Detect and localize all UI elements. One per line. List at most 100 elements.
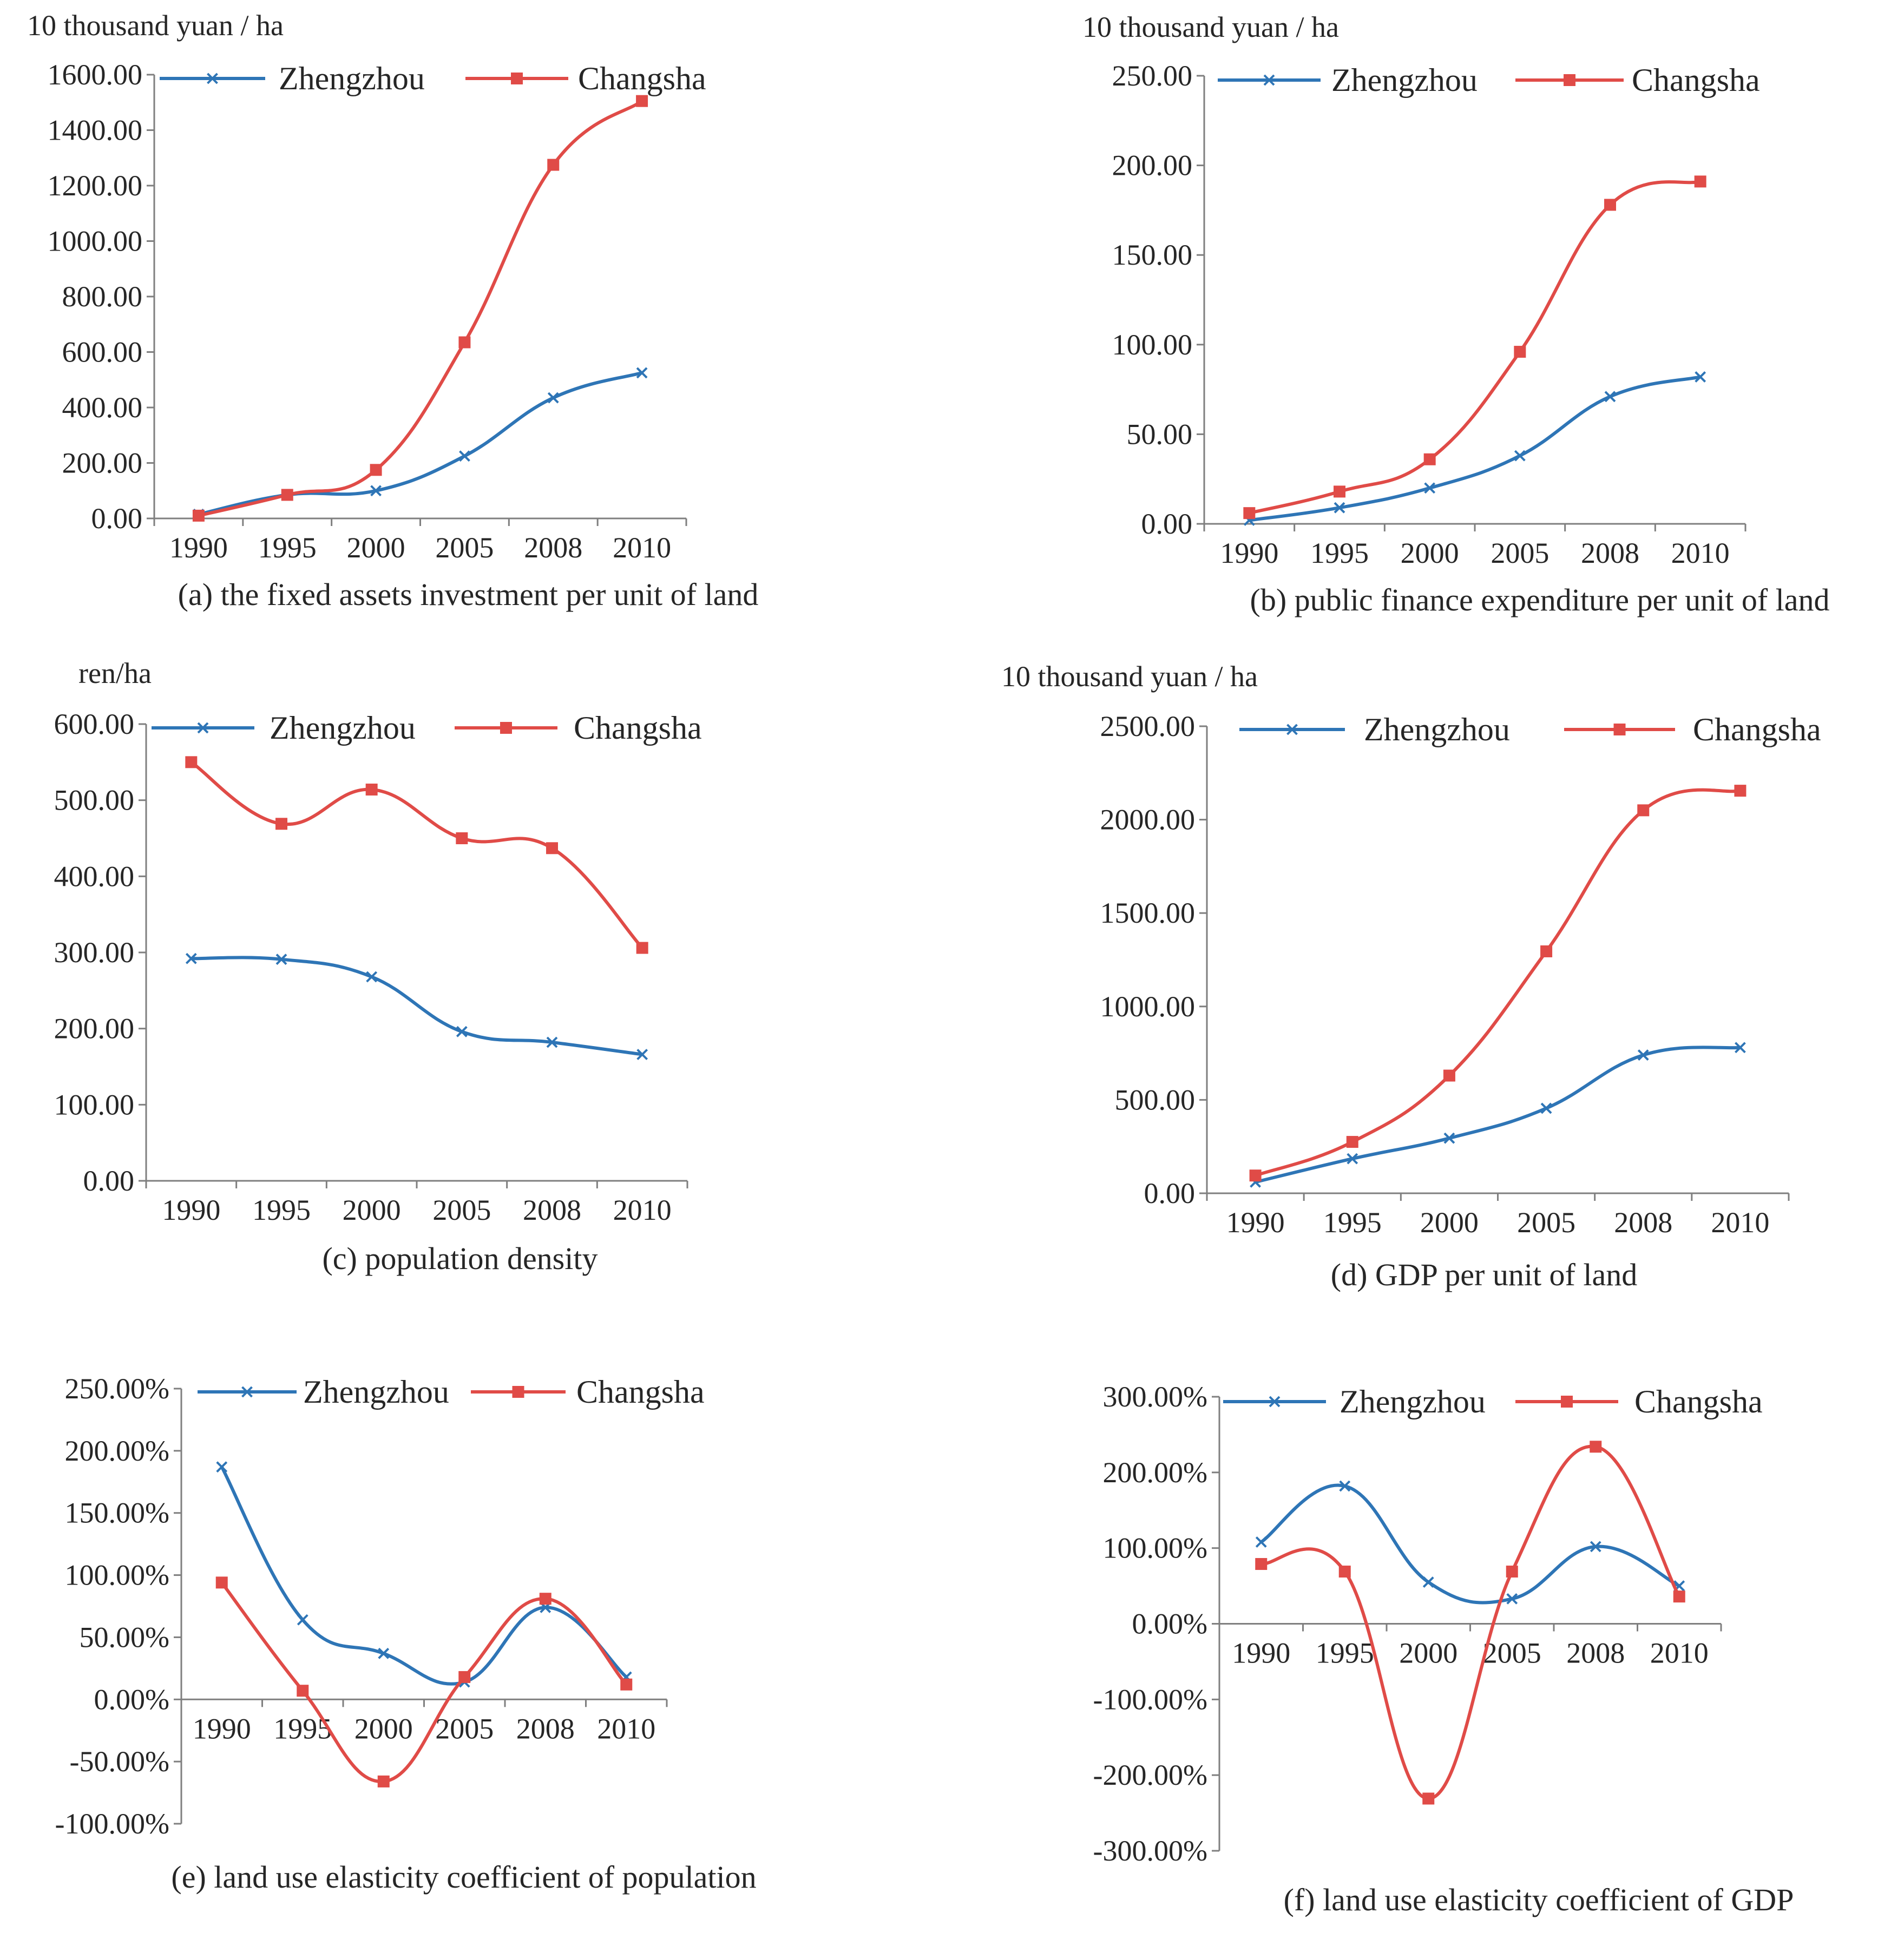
legend-marker	[1286, 724, 1298, 735]
data-point	[1347, 1153, 1358, 1165]
y-tick-label: 1500.00	[1100, 897, 1196, 929]
legend-label: Changsha	[1632, 62, 1760, 98]
data-point	[281, 489, 293, 501]
data-point	[1443, 1132, 1455, 1144]
data-point	[1637, 804, 1650, 817]
y-tick-label: -300.00%	[1093, 1835, 1207, 1867]
legend-label: Zhengzhou	[303, 1374, 449, 1410]
y-tick-label: 1000.00	[1100, 990, 1196, 1023]
legend-marker	[1263, 74, 1275, 86]
legend-label: Changsha	[578, 61, 706, 96]
data-point	[636, 95, 648, 107]
x-tick-label: 2010	[613, 531, 671, 564]
x-tick-label: 2008	[516, 1712, 575, 1745]
data-point	[1346, 1136, 1358, 1148]
series-line	[220, 1581, 628, 1783]
legend-marker	[1564, 74, 1575, 86]
unit-label: ren/ha	[78, 657, 152, 689]
chart-b: 10 thousand yuan / ha 0.00 50.00 100.00 150.…	[1082, 11, 1830, 617]
y-tick-label: 0.00	[83, 1165, 135, 1197]
y-tick-label: 500.00	[1115, 1083, 1196, 1116]
data-point	[370, 485, 382, 497]
x-tick-label: 1995	[1316, 1637, 1374, 1669]
x-tick-label: 2010	[1671, 537, 1730, 569]
y-tick-label: 250.00%	[65, 1372, 169, 1405]
series-zhengzhou	[1255, 1480, 1685, 1605]
legend-label: Changsha	[574, 710, 702, 746]
x-tick-label: 2000	[347, 531, 405, 564]
y-tick-label: 0.00%	[1132, 1608, 1207, 1640]
x-tick-label: 1990	[1232, 1637, 1290, 1669]
y-tick-label: -50.00%	[70, 1745, 169, 1778]
legend-marker	[1613, 724, 1626, 735]
data-point	[297, 1685, 309, 1697]
chart-d: 10 thousand yuan / ha 0.00 500.00 1000.00 15…	[1001, 660, 1821, 1292]
y-tick-label: 2500.00	[1100, 710, 1196, 742]
data-point	[377, 1775, 390, 1787]
legend-label: Changsha	[576, 1374, 705, 1410]
y-tick-label: 1000.00	[48, 225, 143, 258]
data-point	[636, 1049, 648, 1060]
data-point	[1514, 346, 1526, 358]
unit-label: 10 thousand yuan / ha	[1082, 11, 1339, 43]
data-point	[1604, 199, 1616, 211]
data-point	[1422, 1576, 1434, 1588]
y-tick-label: 150.00	[1112, 239, 1193, 271]
chart-e: -100.00% -50.00% 0.00% 50.00% 100.00% 150.00%…	[55, 1372, 757, 1895]
legend-marker	[197, 722, 209, 734]
legend-label: Changsha	[1693, 712, 1821, 747]
series-line	[191, 956, 643, 1056]
x-tick-label: 2000	[343, 1194, 401, 1226]
x-tick-label: 2000	[1401, 537, 1459, 569]
x-tick-label: 2008	[524, 531, 582, 564]
data-point	[378, 1647, 390, 1659]
x-tick-label: 2010	[613, 1194, 672, 1226]
chart-caption: (d) GDP per unit of land	[1331, 1257, 1637, 1292]
data-point	[1673, 1590, 1685, 1603]
chart-a: 10 thousand yuan / ha 0.00 200.00 400.00 600…	[27, 9, 758, 612]
data-point	[546, 1036, 558, 1048]
series-line	[198, 100, 643, 517]
data-point	[636, 942, 648, 954]
series-zhengzhou	[1250, 1042, 1746, 1188]
x-tick-label: 1995	[258, 531, 317, 564]
data-point	[215, 1576, 228, 1589]
chart-caption: (a) the fixed assets investment per unit…	[178, 577, 759, 612]
series-line	[1255, 788, 1741, 1178]
legend-marker	[1269, 1396, 1281, 1408]
data-point	[1540, 1102, 1552, 1114]
x-tick-label: 1990	[162, 1194, 220, 1226]
x-tick-label: 2008	[523, 1194, 581, 1226]
x-tick-label: 2008	[1614, 1206, 1672, 1239]
chart-caption: (c) population density	[322, 1241, 598, 1276]
y-tick-label: 500.00	[54, 784, 135, 817]
series-changsha	[215, 1576, 633, 1787]
data-point	[1338, 1566, 1351, 1578]
data-point	[1735, 1042, 1746, 1054]
series-changsha	[1243, 175, 1706, 520]
series-changsha	[1255, 1441, 1685, 1805]
y-tick-label: 1200.00	[48, 169, 143, 202]
x-tick-label: 2000	[1399, 1637, 1457, 1669]
y-tick-label: 800.00	[62, 280, 143, 313]
unit-label: 10 thousand yuan / ha	[1001, 660, 1258, 693]
data-point	[547, 159, 560, 171]
data-point	[1334, 485, 1345, 498]
x-tick-label: 2010	[597, 1712, 655, 1745]
legend-marker	[512, 1386, 524, 1398]
data-point	[365, 783, 378, 796]
x-tick-label: 1995	[1323, 1206, 1382, 1239]
legend-label: Zhengzhou	[1364, 712, 1510, 747]
data-point	[1243, 507, 1256, 520]
series-changsha	[192, 95, 648, 522]
data-point	[547, 392, 559, 404]
data-point	[458, 336, 471, 349]
y-tick-label: 400.00	[54, 860, 135, 892]
data-point	[1249, 1169, 1262, 1182]
y-tick-label: 200.00	[1112, 149, 1193, 182]
y-tick-label: 300.00	[54, 936, 135, 969]
y-tick-label: 50.00	[1127, 418, 1193, 450]
series-line	[1260, 1483, 1680, 1605]
x-tick-label: 2005	[1517, 1206, 1575, 1239]
